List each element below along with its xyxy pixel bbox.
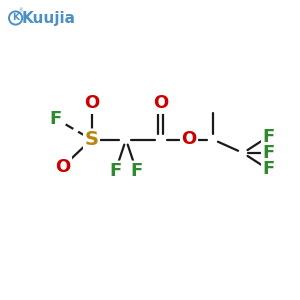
Text: O: O: [153, 94, 168, 112]
Text: F: F: [130, 162, 142, 180]
Text: O: O: [182, 130, 196, 148]
Text: F: F: [110, 162, 122, 180]
Text: O: O: [56, 158, 70, 175]
Text: O: O: [84, 94, 99, 112]
Text: Kuujia: Kuujia: [22, 11, 76, 26]
Text: K: K: [12, 14, 19, 22]
Text: F: F: [262, 160, 274, 178]
Text: ®: ®: [19, 9, 23, 14]
Text: F: F: [262, 128, 274, 146]
Text: F: F: [50, 110, 61, 128]
Text: F: F: [262, 144, 274, 162]
Text: S: S: [85, 130, 98, 149]
